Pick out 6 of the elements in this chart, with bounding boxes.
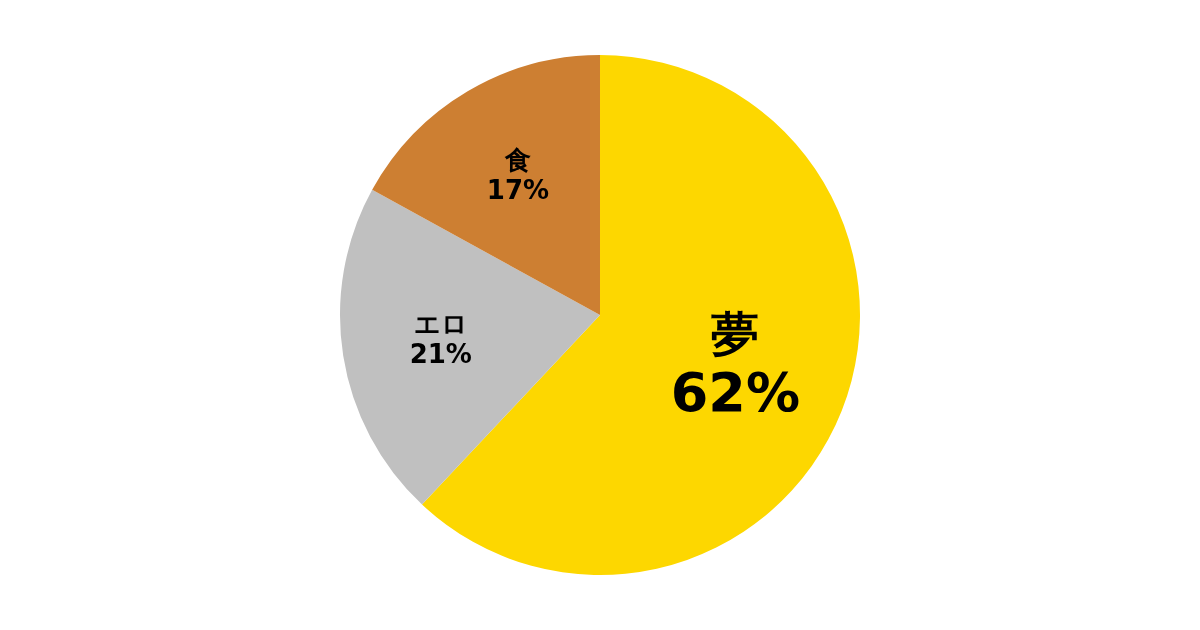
data-label: 62%	[670, 361, 801, 425]
data-label: 21%	[409, 338, 472, 369]
slice-label: 夢	[711, 306, 760, 363]
data-label: 17%	[486, 174, 550, 205]
slice-label: 食	[503, 144, 531, 175]
slice-label: エロ	[413, 308, 468, 339]
